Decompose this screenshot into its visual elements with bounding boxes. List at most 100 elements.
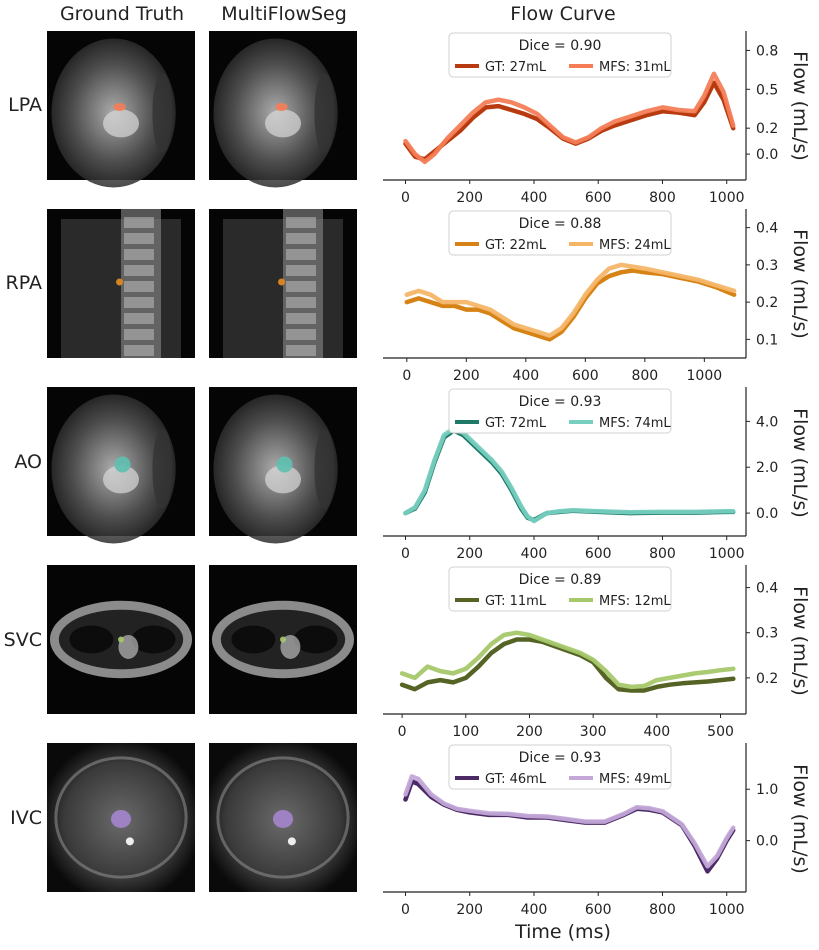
mri-left-lung bbox=[69, 625, 114, 654]
x-tick-label: 800 bbox=[649, 190, 676, 206]
mri-vertebra bbox=[285, 297, 316, 308]
x-tick-label: 300 bbox=[580, 724, 607, 740]
segmentation-mask bbox=[276, 456, 293, 473]
mri-vertebra bbox=[123, 217, 154, 228]
ylabel-svc: Flow (mL/s) bbox=[789, 586, 811, 696]
mri-heart bbox=[103, 109, 139, 138]
x-tick-label: 400 bbox=[521, 190, 548, 206]
segmentation-mask bbox=[114, 456, 131, 473]
x-tick-label: 600 bbox=[585, 902, 612, 918]
mri-spine bbox=[314, 428, 335, 509]
legend-entry: MFS: 31mL bbox=[599, 60, 671, 75]
segmentation-mask bbox=[278, 278, 286, 286]
mri-image-lpa-ground-truth bbox=[47, 31, 195, 188]
y-tick-label: 0.5 bbox=[756, 82, 778, 98]
y-tick-label: 2.0 bbox=[756, 460, 778, 476]
mri-vessel bbox=[287, 837, 296, 846]
mri-image-rpa-multiflowseg bbox=[209, 209, 357, 358]
x-tick-label: 0 bbox=[401, 190, 410, 206]
y-tick-label: 0.8 bbox=[756, 43, 778, 59]
x-tick-label: 400 bbox=[512, 368, 539, 384]
mri-image-svc-ground-truth bbox=[47, 565, 195, 714]
ylabel-lpa: Flow (mL/s) bbox=[789, 51, 811, 161]
x-tick-label: 400 bbox=[521, 902, 548, 918]
series-line-lpa-gt bbox=[403, 80, 736, 162]
y-tick-label: 0.2 bbox=[756, 671, 778, 687]
x-tick-label: 1000 bbox=[709, 546, 745, 562]
segmentation-mask bbox=[111, 809, 131, 828]
y-tick-label: 0.3 bbox=[756, 626, 778, 642]
mri-vertebra bbox=[123, 281, 154, 292]
series-line-ivc-mfs bbox=[403, 774, 736, 869]
legend-box bbox=[448, 32, 672, 78]
series-line-svc-mfs bbox=[399, 630, 736, 690]
ylabel-ao: Flow (mL/s) bbox=[789, 408, 811, 518]
x-tick-label: 600 bbox=[572, 368, 599, 384]
mri-heart bbox=[265, 465, 301, 494]
column-title-flow-curve: Flow Curve bbox=[510, 3, 616, 25]
y-tick-label: 0.0 bbox=[756, 147, 778, 163]
legend-entry: MFS: 12mL bbox=[599, 594, 671, 609]
mri-vertebra bbox=[285, 281, 316, 292]
legend-title: Dice = 0.93 bbox=[519, 750, 602, 766]
mri-vertebra bbox=[123, 329, 154, 340]
legend-entry: GT: 11mL bbox=[485, 594, 547, 609]
segmentation-mask bbox=[273, 809, 293, 828]
row-label-lpa: LPA bbox=[8, 94, 42, 116]
mri-vertebra bbox=[123, 265, 154, 276]
x-tick-label: 800 bbox=[631, 368, 658, 384]
x-tick-label: 200 bbox=[453, 368, 480, 384]
x-tick-label: 400 bbox=[643, 724, 670, 740]
legend-title: Dice = 0.88 bbox=[519, 216, 602, 232]
legend-entry: GT: 22mL bbox=[485, 238, 547, 253]
legend-entry: MFS: 24mL bbox=[599, 238, 671, 253]
mri-vertebra bbox=[285, 329, 316, 340]
segmentation-mask bbox=[275, 102, 288, 111]
mri-image-svc-multiflowseg bbox=[209, 565, 357, 714]
y-tick-label: 0.4 bbox=[756, 221, 778, 237]
x-tick-label: 0 bbox=[401, 902, 410, 918]
segmentation-mask bbox=[118, 636, 124, 643]
y-tick-label: 4.0 bbox=[756, 414, 778, 430]
series-line-rpa-mfs bbox=[404, 262, 737, 338]
mri-vessel bbox=[125, 837, 134, 846]
mri-vertebra bbox=[123, 233, 154, 244]
x-tick-label: 600 bbox=[585, 546, 612, 562]
legend-box bbox=[448, 566, 672, 612]
y-tick-label: 1.0 bbox=[756, 782, 778, 798]
y-tick-label: 0.3 bbox=[756, 258, 778, 274]
legend-title: Dice = 0.90 bbox=[519, 38, 602, 54]
legend-entry: GT: 27mL bbox=[485, 60, 547, 75]
mri-vertebra bbox=[123, 297, 154, 308]
mri-vertebra bbox=[123, 345, 154, 356]
x-tick-label: 600 bbox=[585, 190, 612, 206]
column-title-ground-truth: Ground Truth bbox=[59, 3, 185, 25]
mri-vertebra bbox=[285, 265, 316, 276]
y-tick-label: 0.1 bbox=[756, 332, 778, 348]
flow-chart-rpa: 0 200 400 600 800 1000 0.1 0.2 0.3 0.4 Dice = 0.88… bbox=[383, 209, 778, 384]
x-tick-label: 0 bbox=[402, 368, 411, 384]
legend-title: Dice = 0.89 bbox=[519, 572, 602, 588]
mri-image-ao-multiflowseg bbox=[209, 387, 357, 544]
row-label-svc: SVC bbox=[3, 629, 42, 651]
ylabel-rpa: Flow (mL/s) bbox=[789, 229, 811, 339]
y-tick-label: 0.2 bbox=[756, 295, 778, 311]
series-line-lpa-mfs bbox=[403, 71, 736, 165]
legend-box bbox=[448, 388, 672, 434]
flow-chart-lpa: 0 200 400 600 800 1000 0.0 0.2 0.5 0.8 Dice = 0.90… bbox=[383, 31, 778, 206]
mri-image-ao-ground-truth bbox=[47, 387, 195, 544]
mri-vertebra bbox=[285, 217, 316, 228]
column-title-multiflowseg: MultiFlowSeg bbox=[221, 3, 347, 25]
x-tick-label: 500 bbox=[707, 724, 734, 740]
mri-abdominal-wall bbox=[216, 756, 350, 879]
mri-vertebra bbox=[123, 249, 154, 260]
flow-chart-ivc: 0 200 400 600 800 1000 0.0 1.0 Dice = 0.93 GT: 46… bbox=[383, 743, 778, 918]
y-tick-label: 0.0 bbox=[756, 506, 778, 522]
mri-vertebra bbox=[285, 249, 316, 260]
row-label-ivc: IVC bbox=[10, 807, 42, 829]
legend-entry: MFS: 49mL bbox=[599, 772, 671, 787]
x-tick-label: 1000 bbox=[709, 190, 745, 206]
xlabel: Time (ms) bbox=[515, 921, 611, 943]
y-tick-label: 0.0 bbox=[756, 834, 778, 850]
